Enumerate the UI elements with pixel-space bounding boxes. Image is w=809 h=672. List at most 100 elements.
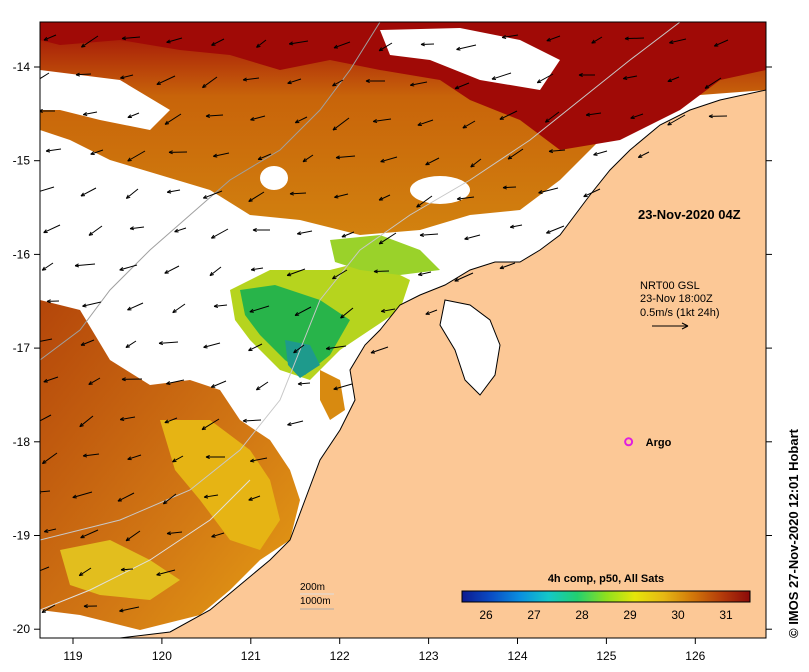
current-vector-head [325,346,330,350]
credit-label: © IMOS 27-Nov-2020 12:01 Hobart [786,429,801,638]
current-vector-head [249,308,254,313]
current-vector [410,81,428,86]
current-vector-head [46,299,51,302]
current-vector [248,343,263,352]
current-vector [381,308,396,312]
current-vector-head [335,155,340,159]
current-vector [537,73,554,84]
current-vector [203,190,223,199]
current-vector [127,454,142,460]
current-vector [714,39,729,47]
current-vector-head [125,537,129,542]
current-vector-head [202,83,205,88]
current-vector-head [41,609,45,613]
current-vector [418,271,432,276]
y-tick-label: -16 [13,247,31,261]
current-vector [332,117,350,131]
current-vector [125,340,137,348]
current-vector [286,268,306,276]
current-vector-head [45,148,50,152]
current-vector [46,148,62,152]
current-vector-head [156,572,161,576]
current-vector [341,231,355,238]
current-vector-head [332,275,336,280]
current-vector-head [454,85,459,89]
current-vector-head [213,303,218,307]
current-vector [211,228,229,239]
current-vector-head [158,341,163,344]
current-vector [333,383,353,390]
current-vector [159,341,179,344]
current-vector [545,111,560,123]
current-vector [502,34,519,38]
current-vector [464,234,481,240]
current-vector [336,155,356,159]
credit-text: © IMOS 27-Nov-2020 12:01 Hobart [786,398,801,638]
current-vector [499,110,518,120]
sst-north-hot [40,22,766,150]
current-vector-head [80,192,84,197]
current-vector-head [127,456,132,460]
current-vector-head [418,272,422,276]
current-vector-head [462,124,466,129]
current-vector-head [288,41,293,45]
current-vector-head [72,494,77,498]
current-vector [586,112,602,116]
current-vector [120,74,134,79]
current-vector [119,264,138,271]
current-vector-head [125,194,129,199]
current-vector-head [205,113,210,117]
current-vector [340,307,354,319]
current-vector [380,156,398,163]
current-vector-head [156,81,160,85]
current-vector-head [507,155,511,160]
current-vector-head [213,153,217,157]
current-vector-head [502,185,507,189]
current-vector-head [470,163,474,168]
argo-label: Argo [646,437,672,449]
current-vector [257,153,272,160]
current-vector-head [293,349,297,354]
current-vector-head [509,224,514,228]
current-legend-scale: 0.5m/s (1kt 24h) [640,307,719,319]
current-vector-head [74,263,79,267]
current-vector-head [255,386,259,391]
current-vector [213,152,230,157]
current-vector-head [333,44,338,49]
current-vector-head [80,534,84,539]
current-vector-head [287,422,291,426]
current-vector [289,192,307,195]
argo-float-marker [624,437,634,447]
current-legend-arrow [652,322,689,330]
current-vector-head [248,197,252,202]
current-vector [40,72,50,80]
cloud-hole [260,166,288,190]
x-tick-label: 123 [419,649,439,663]
current-vector [294,306,312,316]
current-vector-head [88,231,92,236]
current-vector [120,416,136,421]
current-vector-head [36,190,39,193]
current-vector [546,225,565,234]
current-vector [454,82,470,90]
x-tick-label: 122 [330,649,350,663]
x-tick-label: 121 [241,649,261,663]
current-vector [669,38,687,44]
current-vector-head [289,191,294,195]
current-vector [425,157,440,166]
current-vector [40,186,55,192]
current-vector [88,377,101,385]
current-vector-head [333,386,338,390]
current-vector [81,35,99,48]
colorbar-tick-label: 26 [479,608,493,622]
current-vector [250,457,268,462]
current-vector [172,455,184,463]
current-vector-head [201,426,205,430]
current-vector [80,529,99,539]
current-vector-head [332,82,336,87]
x-tick-label: 126 [685,649,705,663]
current-vector [378,194,391,201]
current-vector [507,148,524,160]
current-vector [624,37,645,40]
current-vector [630,113,644,119]
